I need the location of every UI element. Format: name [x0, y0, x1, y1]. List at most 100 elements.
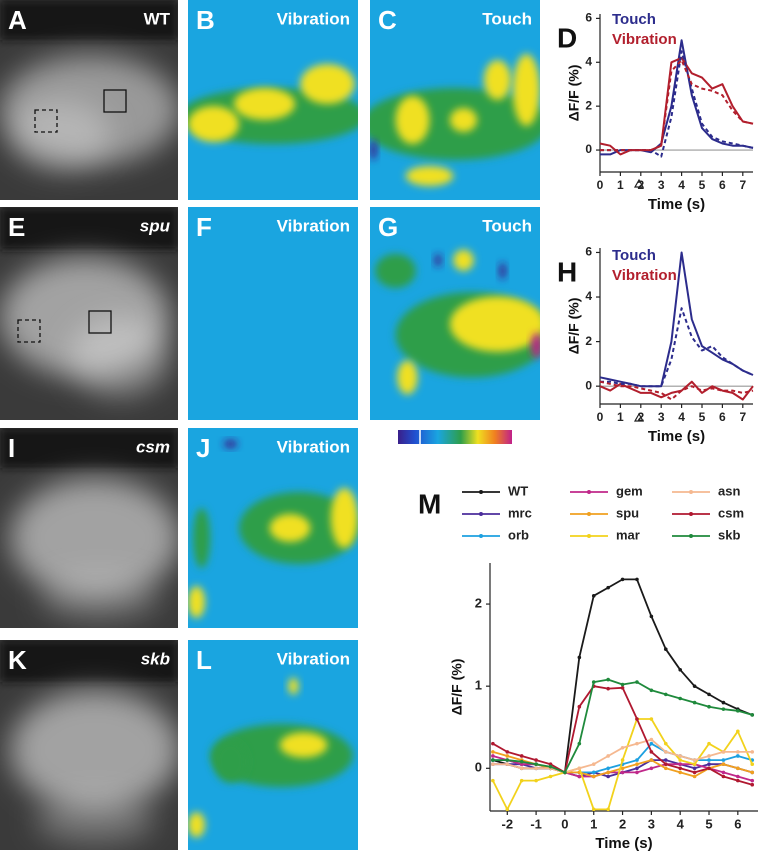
stimulus-marker	[633, 412, 645, 422]
legend-dot	[689, 534, 693, 538]
x-tick-label: 7	[739, 410, 746, 424]
series-marker	[505, 754, 510, 758]
x-tick-label: 1	[617, 178, 624, 192]
series-marker	[736, 709, 740, 713]
series-marker	[620, 766, 625, 771]
series-marker	[721, 750, 726, 754]
x-tick-label: -2	[502, 816, 514, 831]
legend-label: Vibration	[612, 267, 677, 284]
series-marker	[635, 680, 639, 684]
y-tick-label: 6	[585, 245, 592, 259]
legend-label: Touch	[612, 247, 656, 264]
panel-letter: C	[378, 5, 397, 35]
heatmap-blob	[375, 253, 416, 288]
series-marker	[620, 745, 625, 750]
heatmap-blob	[188, 586, 205, 618]
series-marker	[548, 764, 553, 769]
roi-box	[34, 109, 58, 133]
x-tick-label: 1	[590, 816, 597, 831]
series-marker	[620, 682, 625, 687]
series-marker	[635, 741, 639, 746]
panel-letter: D	[557, 22, 577, 53]
series-marker	[577, 655, 582, 660]
image-panel: F Vibration	[188, 207, 358, 420]
panel-letter: A	[8, 5, 27, 35]
series-marker	[663, 741, 668, 746]
panel-label: spu	[140, 216, 171, 235]
panel-label: Vibration	[277, 649, 350, 668]
x-tick-label: 6	[734, 816, 741, 831]
series-marker	[606, 677, 610, 682]
panel-letter: E	[8, 212, 25, 242]
series-marker	[591, 594, 596, 598]
legend-dot	[587, 512, 591, 516]
series-marker	[750, 762, 755, 766]
y-axis-label: ΔF/F (%)	[566, 298, 582, 355]
series-line	[600, 39, 754, 156]
heatmap-blob	[213, 740, 248, 783]
heatmap-blob	[279, 732, 328, 758]
series-marker	[606, 754, 610, 758]
series-marker	[736, 774, 740, 779]
x-tick-label: 6	[719, 410, 726, 424]
series-marker	[649, 614, 654, 619]
x-tick-label: 3	[658, 410, 665, 424]
panel-letter: I	[8, 433, 15, 463]
panel-letter: F	[196, 212, 212, 242]
x-tick-label: 4	[677, 816, 685, 831]
legend-label: WT	[508, 483, 528, 498]
heatmap-blob	[512, 54, 540, 126]
panel-letter: G	[378, 212, 398, 242]
series-marker	[606, 686, 610, 691]
heatmap-blob	[288, 677, 299, 695]
x-tick-label: 7	[739, 178, 746, 192]
panel-letter: H	[557, 256, 577, 287]
legend-label: mrc	[508, 505, 532, 520]
y-tick-label: 4	[585, 289, 592, 303]
series-marker	[577, 704, 582, 709]
micrograph-tissue	[40, 573, 160, 623]
panel-label: csm	[136, 437, 170, 456]
y-axis-label: ΔF/F (%)	[566, 65, 582, 122]
heatmap-blob	[370, 140, 377, 160]
colorbar	[398, 430, 512, 444]
y-tick-label: 2	[475, 595, 482, 610]
y-tick-label: 0	[585, 378, 592, 392]
legend-dot	[587, 534, 591, 538]
series-marker	[678, 766, 682, 771]
series-marker	[606, 807, 610, 812]
x-tick-label: 4	[678, 410, 685, 424]
x-tick-label: 3	[658, 178, 665, 192]
series-marker	[678, 754, 682, 758]
heatmap-blob	[188, 812, 205, 838]
micrograph-dark	[0, 428, 178, 468]
panel-letter: M	[418, 488, 441, 519]
micrograph-tissue	[35, 795, 155, 845]
series-marker	[692, 684, 697, 688]
panel-label: WT	[144, 9, 171, 28]
series-marker	[635, 770, 639, 775]
series-marker	[591, 762, 596, 766]
series-marker	[721, 758, 726, 762]
series-line	[599, 380, 754, 401]
series-marker	[620, 577, 625, 582]
colorbar-gradient	[398, 430, 512, 444]
heatmap-blob	[499, 262, 506, 280]
legend-dot	[689, 490, 693, 494]
series-marker	[663, 758, 668, 762]
series-marker	[491, 762, 495, 766]
heatmap-blob	[395, 96, 430, 144]
legend-label: asn	[718, 483, 740, 498]
series-marker	[649, 750, 654, 754]
series-marker	[721, 707, 726, 711]
x-tick-label: 5	[699, 178, 706, 192]
series-marker	[491, 750, 495, 754]
series-marker	[663, 692, 668, 697]
series-marker	[548, 774, 553, 779]
series-marker	[606, 766, 610, 771]
y-tick-label: 0	[475, 760, 482, 775]
series-marker	[692, 762, 697, 766]
legend-dot	[479, 512, 483, 516]
